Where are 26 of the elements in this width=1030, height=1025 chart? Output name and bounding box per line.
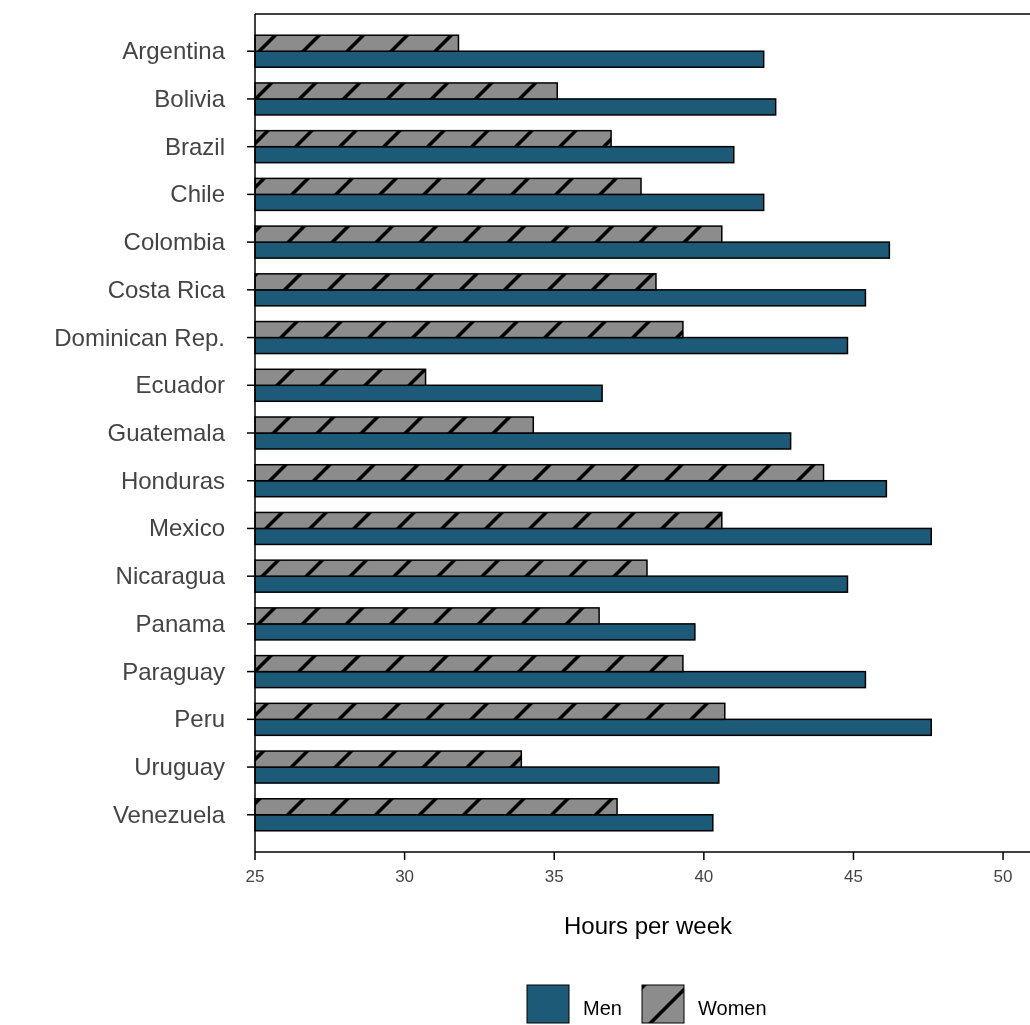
x-tick-label: 45 — [843, 867, 863, 886]
y-tick-label: Paraguay — [122, 657, 225, 685]
x-tick-label: 40 — [694, 867, 714, 886]
y-tick-label: Peru — [174, 705, 225, 733]
x-tick-label: 50 — [993, 867, 1013, 886]
y-tick-label: Panama — [135, 609, 226, 637]
legend-label: Women — [698, 997, 767, 1019]
y-tick-label: Colombia — [123, 228, 226, 256]
y-tick-label: Argentina — [122, 37, 226, 65]
y-tick-label: Bolivia — [154, 84, 226, 112]
y-tick-label: Ecuador — [135, 371, 226, 399]
x-tick-label: 35 — [544, 867, 564, 886]
y-tick-label: Venezuela — [112, 800, 226, 828]
y-tick-label: Nicaragua — [115, 562, 226, 590]
x-axis-title: Hours per week — [563, 912, 734, 939]
y-tick-label: Brazil — [164, 132, 225, 160]
y-tick-label: Honduras — [120, 466, 225, 494]
y-tick-label: Chile — [170, 180, 225, 208]
y-tick-label: Dominican Rep. — [54, 323, 225, 351]
y-tick-label: Costa Rica — [107, 275, 226, 303]
x-tick-label: 30 — [395, 867, 415, 886]
legend-label: Men — [583, 997, 622, 1019]
y-tick-label: Guatemala — [107, 419, 226, 446]
y-tick-label: Mexico — [148, 514, 225, 542]
y-tick-label: Uruguay — [134, 753, 225, 781]
x-tick-label: 25 — [245, 867, 265, 886]
